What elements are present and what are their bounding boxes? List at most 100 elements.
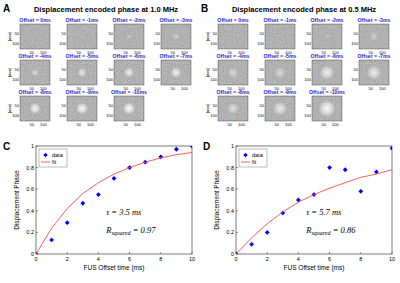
image-xtick: 100 <box>238 122 245 127</box>
phase-image <box>20 60 50 85</box>
displacement-spot <box>126 33 132 39</box>
data-point <box>190 146 192 148</box>
image-ytick: 50 <box>109 31 114 36</box>
x-tick-label: 8 <box>359 256 362 262</box>
y-tick-label: 0.8 <box>226 165 234 171</box>
annotation: τ = 3.5 ms <box>106 207 142 217</box>
phase-image <box>161 24 191 49</box>
image-ytick: 50 <box>307 103 312 108</box>
y-tick-label: 0 <box>31 251 34 257</box>
displacement-spot <box>80 34 85 39</box>
image-frame <box>67 96 97 121</box>
y-tick-label: 0 <box>231 251 234 257</box>
phase-image <box>359 24 389 49</box>
figure: ADisplacement encoded phase at 1.0 MHzOf… <box>0 0 400 283</box>
data-point <box>358 189 363 194</box>
image-axis-label: [mm] <box>7 104 12 113</box>
fit-line <box>36 152 192 254</box>
image-frame <box>20 96 50 121</box>
y-tick-label: 0.2 <box>26 229 34 235</box>
image-ytick: 100 <box>106 113 113 118</box>
image-frame <box>312 24 342 49</box>
image-xtick: 100 <box>285 122 292 127</box>
annotation-subscript: squared <box>311 230 331 236</box>
offset-label: Offset = -5ms <box>65 53 98 59</box>
y-tick <box>236 146 238 147</box>
displacement-spot <box>365 64 382 81</box>
phase-image <box>312 96 342 121</box>
x-tick-label: 2 <box>66 256 69 262</box>
image-axis-label: [mm] <box>205 32 210 41</box>
displacement-spot <box>226 101 240 115</box>
offset-label: Offset = -4ms <box>18 53 51 59</box>
x-axis-label: FUS Offset time (ms) <box>84 264 145 272</box>
panel-title: Displacement encoded phase at 1.0 MHz <box>34 5 178 14</box>
x-tick-label: 10 <box>389 256 395 262</box>
image-axis-label: [mm] <box>7 68 12 77</box>
legend-label: fit <box>252 159 257 165</box>
image-ytick: 100 <box>257 41 264 46</box>
image-xtick: 50 <box>321 122 326 127</box>
image-ytick: 100 <box>351 41 358 46</box>
phase-image <box>67 96 97 121</box>
y-tick-label: 0.6 <box>26 186 34 192</box>
phase-image <box>265 60 295 85</box>
displacement-spot <box>318 64 336 82</box>
image-xtick: 50 <box>170 86 175 91</box>
image-ytick: 50 <box>213 103 218 108</box>
annotation-suffix: = 0.97 <box>131 225 157 235</box>
image-ytick: 50 <box>307 67 312 72</box>
data-point <box>49 238 54 243</box>
image-ytick: 50 <box>15 67 20 72</box>
panel-label: B <box>201 3 208 14</box>
image-ytick: 50 <box>354 67 359 72</box>
image-frame <box>67 60 97 85</box>
y-tick-label: 0.6 <box>226 186 234 192</box>
image-ytick: 100 <box>106 77 113 82</box>
phase-image <box>20 96 50 121</box>
image-ytick: 50 <box>260 67 265 72</box>
x-tick-label: 0 <box>34 256 37 262</box>
x-tick-label: 6 <box>328 256 331 262</box>
phase-image <box>114 96 144 121</box>
displacement-spot <box>227 66 240 79</box>
image-ytick: 100 <box>12 113 19 118</box>
image-xtick: 50 <box>227 122 232 127</box>
offset-label: Offset = -3ms <box>159 17 192 23</box>
displacement-spot <box>277 33 283 39</box>
y-tick <box>236 189 238 190</box>
data-point <box>65 220 70 225</box>
image-xtick: 50 <box>274 122 279 127</box>
y-tick <box>236 167 238 168</box>
image-ytick: 100 <box>304 77 311 82</box>
y-tick <box>36 189 38 190</box>
panel-title: Displacement encoded phase at 0.5 MHz <box>232 5 376 14</box>
x-tick <box>267 252 268 254</box>
plot-frame <box>236 146 392 254</box>
displacement-spot <box>76 67 87 78</box>
panel-label: C <box>3 141 10 152</box>
data-point <box>265 230 270 235</box>
image-frame <box>67 24 97 49</box>
offset-label: Offset = -9ms <box>65 89 98 95</box>
image-frame <box>265 96 295 121</box>
x-tick-label: 2 <box>266 256 269 262</box>
plot-frame <box>36 146 192 254</box>
legend-box <box>39 149 67 167</box>
displacement-spot <box>368 31 379 42</box>
image-ytick: 100 <box>304 113 311 118</box>
image-ytick: 100 <box>59 77 66 82</box>
marks <box>236 146 392 254</box>
data-point <box>327 165 332 170</box>
annotation-suffix: = 0.86 <box>331 225 357 235</box>
x-tick <box>329 252 330 254</box>
x-tick <box>298 252 299 254</box>
x-tick-label: 10 <box>189 256 195 262</box>
phase-image <box>312 60 342 85</box>
y-tick <box>36 232 38 233</box>
image-xtick: 100 <box>379 86 386 91</box>
image-ytick: 50 <box>62 67 67 72</box>
annotation: τ = 5.7 ms <box>306 207 342 217</box>
image-frame <box>114 96 144 121</box>
data-point <box>249 242 254 247</box>
